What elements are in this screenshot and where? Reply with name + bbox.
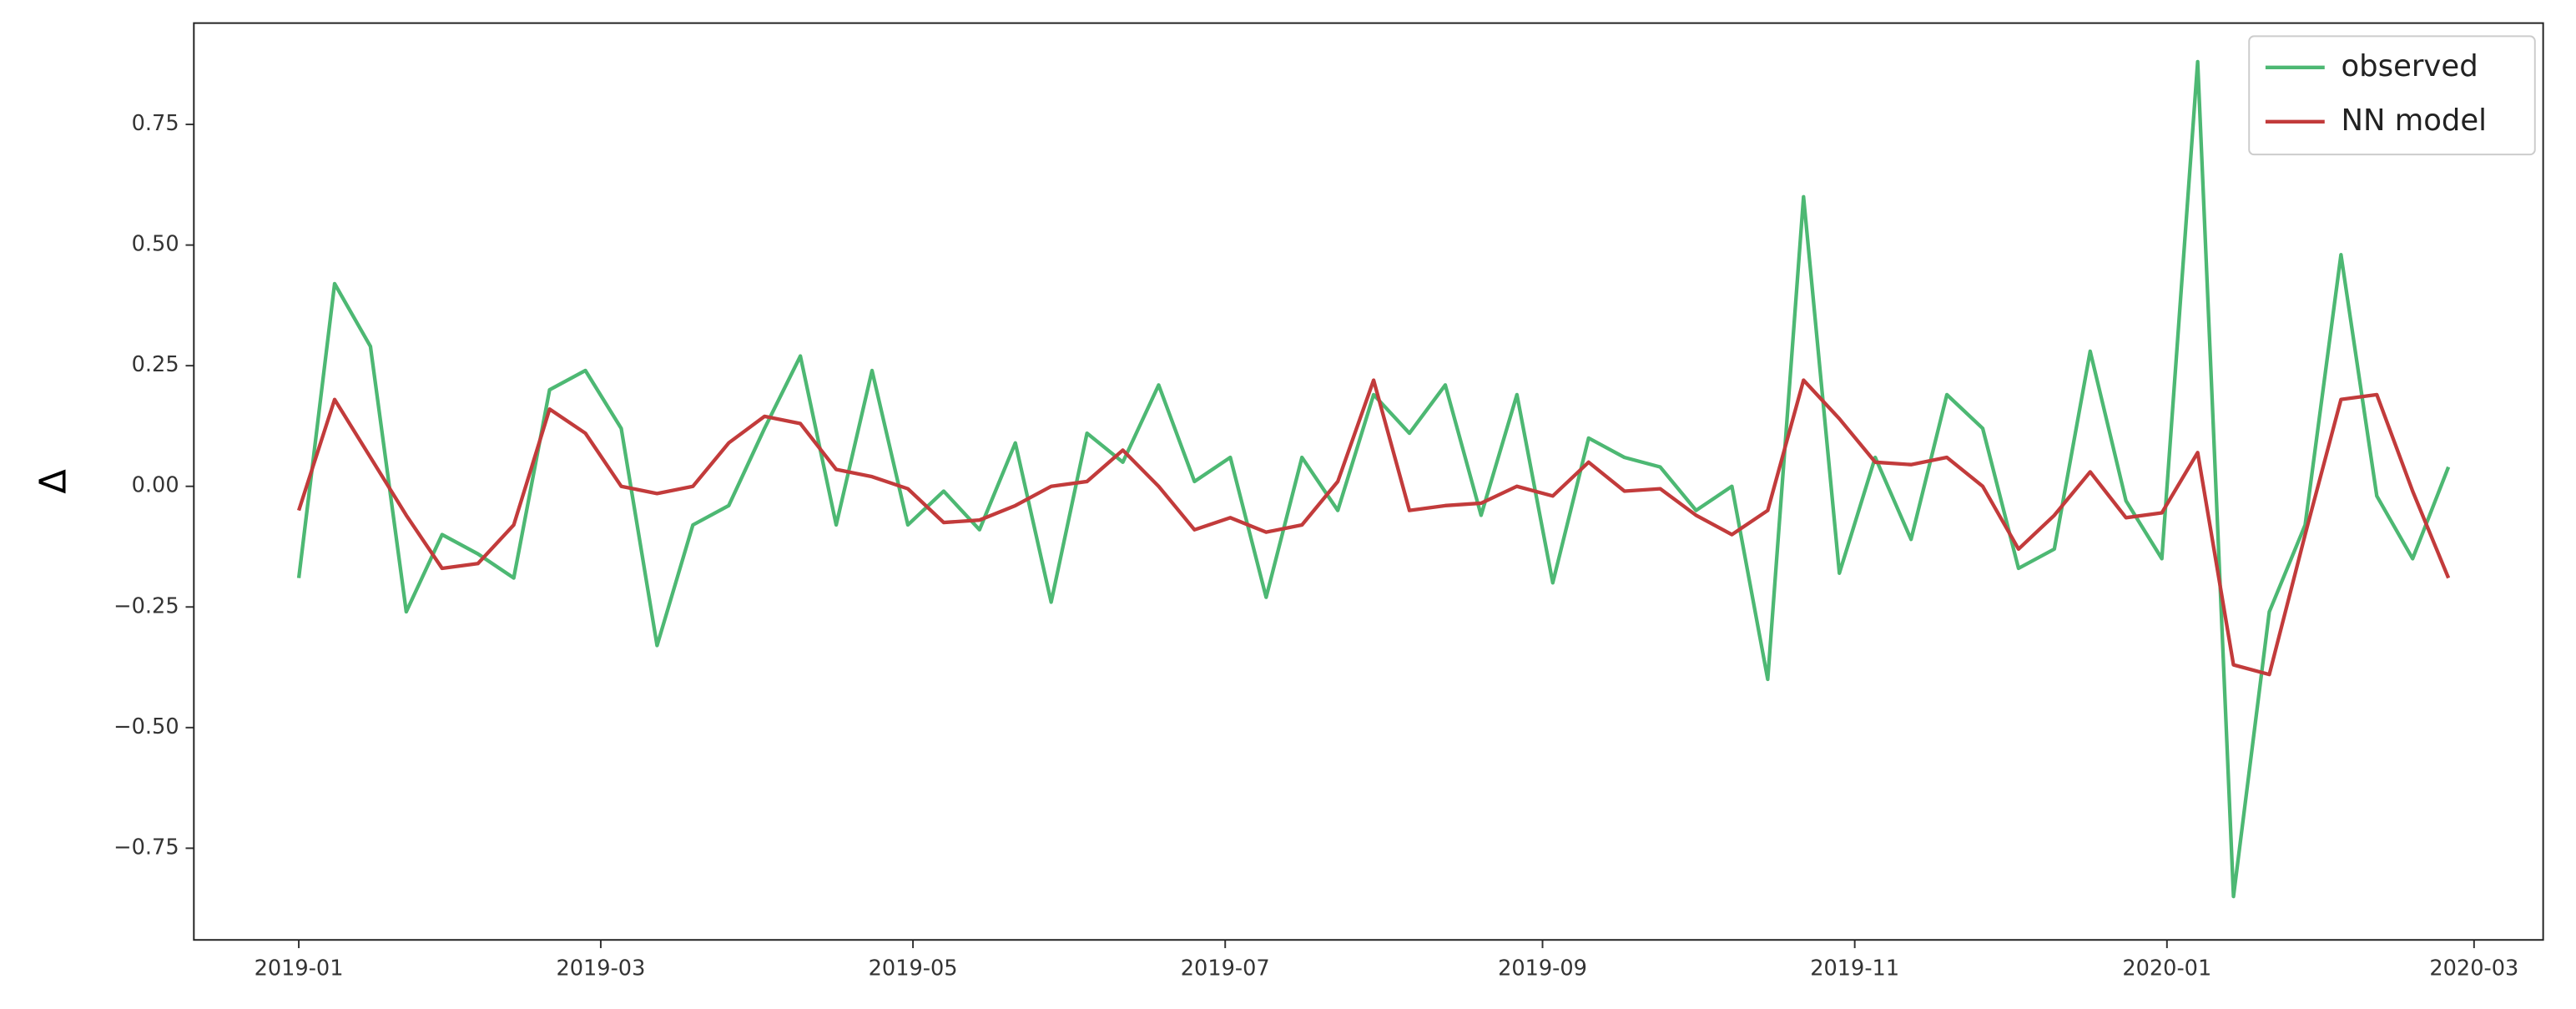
y-tick-label: 0.00 (132, 473, 179, 498)
x-tick-label: 2019-03 (556, 956, 645, 981)
legend-label: NN model (2341, 103, 2487, 138)
y-tick-label: −0.25 (113, 593, 179, 618)
series-line (296, 59, 2451, 899)
y-tick-label: −0.50 (113, 714, 179, 739)
y-tick-label: 0.25 (132, 352, 179, 377)
x-tick-label: 2019-09 (1498, 956, 1587, 981)
x-tick-label: 2019-01 (255, 956, 344, 981)
x-tick-label: 2019-05 (869, 956, 958, 981)
legend-label: observed (2341, 49, 2478, 83)
x-tick-label: 2019-11 (1810, 956, 1899, 981)
plot-frame (193, 22, 2544, 941)
x-tick-label: 2020-01 (2122, 956, 2211, 981)
y-tick-label: 0.50 (132, 232, 179, 257)
series-line (296, 378, 2451, 677)
x-tick-label: 2019-07 (1181, 956, 1270, 981)
y-tick-label: 0.75 (132, 111, 179, 136)
y-tick-label: −0.75 (113, 835, 179, 860)
x-tick-label: 2020-03 (2429, 956, 2518, 981)
y-axis-label: Δ (33, 469, 74, 494)
